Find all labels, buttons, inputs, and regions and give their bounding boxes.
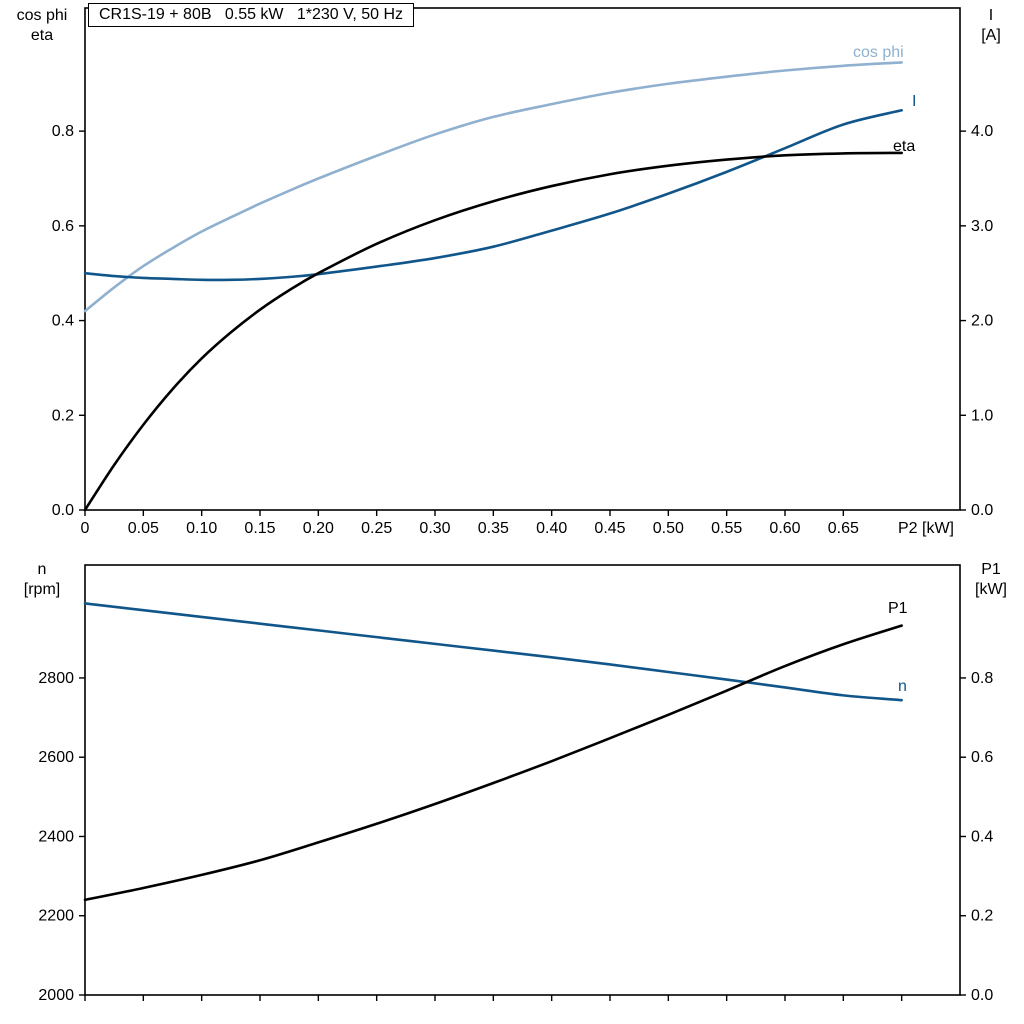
current-curve-label: I <box>912 93 917 110</box>
chart-title-box: CR1S-19 + 80B 0.55 kW 1*230 V, 50 Hz <box>88 3 415 27</box>
left-axis-label-rpm-unit: [rpm] <box>23 581 61 598</box>
y-left-tick-label: 2400 <box>38 828 74 845</box>
y-right-tick-label: 0.0 <box>971 987 993 1004</box>
y-right-tick-label: 4.0 <box>971 123 993 140</box>
x-tick-label: 0.25 <box>361 520 392 537</box>
n-curve-label: n <box>898 678 907 695</box>
plot-frame <box>84 564 961 996</box>
eta-curve-label: eta <box>893 138 916 155</box>
curve-eta <box>83 151 903 512</box>
y-right-tick-label: 3.0 <box>971 218 993 235</box>
x-tick-label: 0.10 <box>186 520 217 537</box>
x-axis-unit-label: P2 [kW] <box>898 520 954 537</box>
x-tick-label: 0.40 <box>536 520 567 537</box>
x-tick-label: 0.30 <box>419 520 450 537</box>
x-tick-label: 0.50 <box>653 520 684 537</box>
x-tick-label: 0.20 <box>303 520 334 537</box>
left-axis-label-n: n <box>37 561 47 578</box>
chart-1: 2000 2200 2400 2600 2800 0.0 0.2 0.4 0.6 0.8 <box>38 564 993 1004</box>
y-left-tick-label: 2600 <box>38 749 74 766</box>
bottom-left-axis-label: n [rpm] <box>2 560 82 600</box>
left-axis-label-cos-phi: cos phi <box>16 7 68 24</box>
cos-phi-curve-label: cos phi <box>853 44 904 61</box>
chart-0: 0 0.05 0.10 0.15 0.20 0.25 0.30 0.35 0.40 0.45 0.5… <box>52 7 993 537</box>
right-axis-label-kw-unit: [kW] <box>975 581 1007 598</box>
curve-i <box>83 108 903 282</box>
y-left-tick-label: 0.2 <box>52 407 74 424</box>
y-right-tick-label: 0.6 <box>971 749 993 766</box>
curve-n <box>83 602 903 702</box>
y-left-tick-label: 2200 <box>38 908 74 925</box>
x-tick-label: 0.05 <box>128 520 159 537</box>
top-left-axis-label: cos phi eta <box>2 6 82 46</box>
y-left-tick-label: 2800 <box>38 670 74 687</box>
y-right-tick-label: 0.0 <box>971 502 993 519</box>
p1-curve-label: P1 <box>888 600 908 617</box>
x-tick-label: 0.55 <box>711 520 742 537</box>
y-left-tick-label: 0.8 <box>52 123 74 140</box>
x-tick-label: 0.45 <box>594 520 625 537</box>
y-right-tick-label: 1.0 <box>971 407 993 424</box>
top-right-axis-label: I [A] <box>962 6 1020 46</box>
x-tick-label: 0.65 <box>828 520 859 537</box>
y-left-tick-label: 0.4 <box>52 313 74 330</box>
y-right-tick-label: 0.4 <box>971 828 993 845</box>
x-tick-label: 0.15 <box>244 520 275 537</box>
right-axis-label-ampere-unit: [A] <box>981 27 1001 44</box>
curve-p1 <box>83 624 903 902</box>
right-axis-label-p1: P1 <box>981 561 1001 578</box>
left-axis-label-eta: eta <box>30 27 54 44</box>
y-left-tick-label: 2000 <box>38 987 74 1004</box>
curve-cos-phi <box>83 61 903 313</box>
y-right-tick-label: 0.8 <box>971 670 993 687</box>
bottom-right-axis-label: P1 [kW] <box>962 560 1020 600</box>
y-right-tick-label: 0.2 <box>971 908 993 925</box>
y-right-tick-label: 2.0 <box>971 313 993 330</box>
y-left-tick-label: 0.6 <box>52 218 74 235</box>
right-axis-label-current: I <box>988 7 994 24</box>
x-tick-label: 0.35 <box>478 520 509 537</box>
x-tick-label: 0 <box>81 520 90 537</box>
x-tick-label: 0.60 <box>769 520 800 537</box>
y-left-tick-label: 0.0 <box>52 502 74 519</box>
plot-frame <box>84 7 961 511</box>
